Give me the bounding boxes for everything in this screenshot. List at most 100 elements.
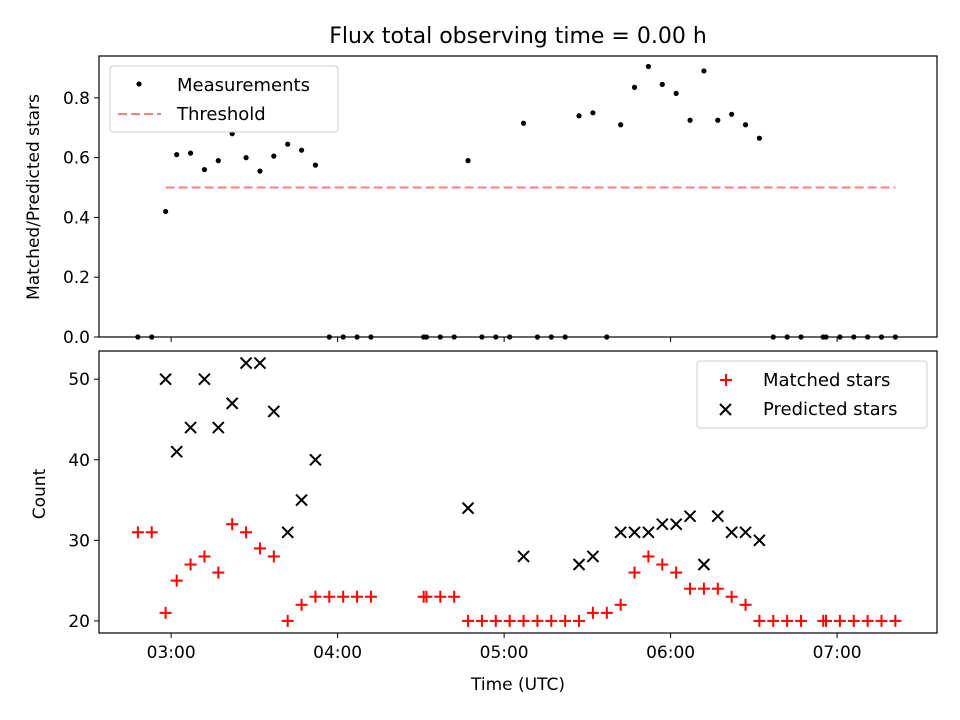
matched-star-marker xyxy=(226,518,239,531)
predicted-star-marker xyxy=(253,356,267,370)
ratio-y-axis-label: Matched/Predicted stars xyxy=(24,94,44,300)
measurement-point xyxy=(520,120,527,126)
measurement-point xyxy=(851,334,857,340)
measurement-point xyxy=(742,122,749,128)
matched-star-marker xyxy=(600,606,613,619)
measurement-point xyxy=(878,334,885,340)
measurement-point xyxy=(659,81,665,87)
measurement-point xyxy=(618,122,624,128)
matched-star-marker xyxy=(364,590,377,603)
measurement-point xyxy=(298,147,305,153)
measurement-point xyxy=(892,334,898,340)
count-panel: Count Time (UTC) 20 30 40 50 03:00 04:00 05:0… xyxy=(30,350,938,695)
matched-star-marker xyxy=(489,614,502,627)
measurement-point xyxy=(243,155,249,161)
measurement-point xyxy=(465,158,471,164)
predicted-star-marker xyxy=(281,526,294,539)
measurement-point xyxy=(631,84,638,90)
count-y-axis-label: Count xyxy=(30,468,50,519)
matched-star-marker xyxy=(795,614,808,627)
matched-star-marker xyxy=(131,526,144,539)
matched-star-marker xyxy=(448,590,461,603)
matched-star-marker xyxy=(656,558,669,571)
matched-star-marker xyxy=(531,614,544,627)
y-tick-label: 0.0 xyxy=(63,328,90,348)
measurement-point xyxy=(285,141,291,147)
matched-star-marker xyxy=(295,598,308,611)
matched-star-marker xyxy=(198,550,211,563)
legend-measurements-swatch xyxy=(136,81,142,87)
predicted-star-marker xyxy=(656,518,669,531)
predicted-star-marker xyxy=(170,445,183,458)
measurement-point xyxy=(451,334,457,340)
measurement-point xyxy=(837,334,843,340)
predicted-star-marker xyxy=(517,550,530,563)
predicted-star-marker xyxy=(586,550,600,563)
ratio-panel: Matched/Predicted stars 0.00.20.40.60.8 … xyxy=(24,55,938,348)
measurement-point xyxy=(493,334,499,340)
matched-star-marker xyxy=(212,566,225,579)
count-x-axis-label: Time (UTC) xyxy=(470,675,565,695)
measurement-point xyxy=(174,152,180,158)
y-tick-label: 20 xyxy=(68,612,90,632)
y-tick-label: 0.6 xyxy=(63,149,90,169)
measurement-point xyxy=(437,334,443,340)
predicted-star-marker xyxy=(267,405,281,418)
matched-star-marker xyxy=(184,558,197,571)
measurement-point xyxy=(534,334,541,340)
matched-star-marker xyxy=(833,614,846,627)
matched-star-marker xyxy=(767,614,780,627)
matched-star-marker xyxy=(309,590,322,603)
predicted-star-marker xyxy=(725,526,738,539)
predicted-star-marker xyxy=(461,501,475,515)
y-tick-label: 0.8 xyxy=(63,89,90,109)
legend-measurements-label: Measurements xyxy=(177,75,310,96)
measurement-point xyxy=(271,153,277,159)
count-plot-area xyxy=(98,350,938,634)
x-tick-label: 05:00 xyxy=(480,643,529,663)
matched-star-marker xyxy=(462,614,475,627)
measurement-point xyxy=(423,334,430,340)
predicted-star-marker xyxy=(753,534,766,547)
measurement-point xyxy=(701,68,707,74)
matched-star-marker xyxy=(281,614,294,627)
predicted-star-marker xyxy=(198,372,211,386)
matched-star-marker xyxy=(847,614,860,627)
y-tick-label: 0.2 xyxy=(63,268,90,288)
measurement-point xyxy=(326,334,332,340)
measurement-point xyxy=(354,334,360,340)
predicted-star-marker xyxy=(683,509,697,523)
predicted-star-marker xyxy=(159,372,172,386)
measurement-point xyxy=(645,63,652,70)
measurement-point xyxy=(604,334,610,340)
matched-star-marker xyxy=(559,614,572,627)
matched-star-marker xyxy=(267,550,280,563)
matched-star-marker xyxy=(781,614,794,627)
predicted-star-marker xyxy=(739,526,752,539)
x-tick-label: 06:00 xyxy=(646,643,695,663)
predicted-star-marker xyxy=(184,421,197,434)
count-legend: Matched stars Predicted stars xyxy=(696,360,928,429)
measurement-point xyxy=(149,334,155,340)
matched-star-marker xyxy=(889,614,902,627)
measurement-point xyxy=(312,162,319,168)
predicted-star-marker xyxy=(225,397,239,410)
matched-star-marker xyxy=(323,590,336,603)
matched-star-marker xyxy=(351,590,364,603)
predicted-star-marker xyxy=(614,526,627,539)
predicted-star-marker xyxy=(239,356,253,370)
matched-star-marker xyxy=(739,598,752,611)
legend-matched-swatch xyxy=(720,374,732,386)
x-tick-label: 04:00 xyxy=(313,643,362,663)
measurement-point xyxy=(784,334,790,340)
matched-star-marker xyxy=(475,614,488,627)
measurement-point xyxy=(257,168,263,174)
matched-star-marker xyxy=(711,582,724,595)
y-tick-label: 50 xyxy=(68,370,90,390)
matched-star-marker xyxy=(820,614,833,627)
predicted-star-marker xyxy=(309,453,322,466)
ratio-legend: Measurements Threshold xyxy=(109,65,339,133)
measurement-point xyxy=(340,334,346,340)
predicted-star-marker xyxy=(642,526,655,539)
